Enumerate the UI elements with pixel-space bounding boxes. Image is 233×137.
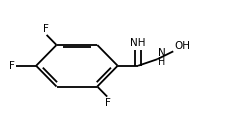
Text: F: F (105, 98, 111, 108)
Text: F: F (9, 61, 14, 71)
Text: OH: OH (174, 41, 190, 51)
Text: H: H (158, 57, 165, 67)
Text: N: N (158, 48, 166, 58)
Text: NH: NH (130, 38, 146, 48)
Text: F: F (43, 24, 49, 34)
